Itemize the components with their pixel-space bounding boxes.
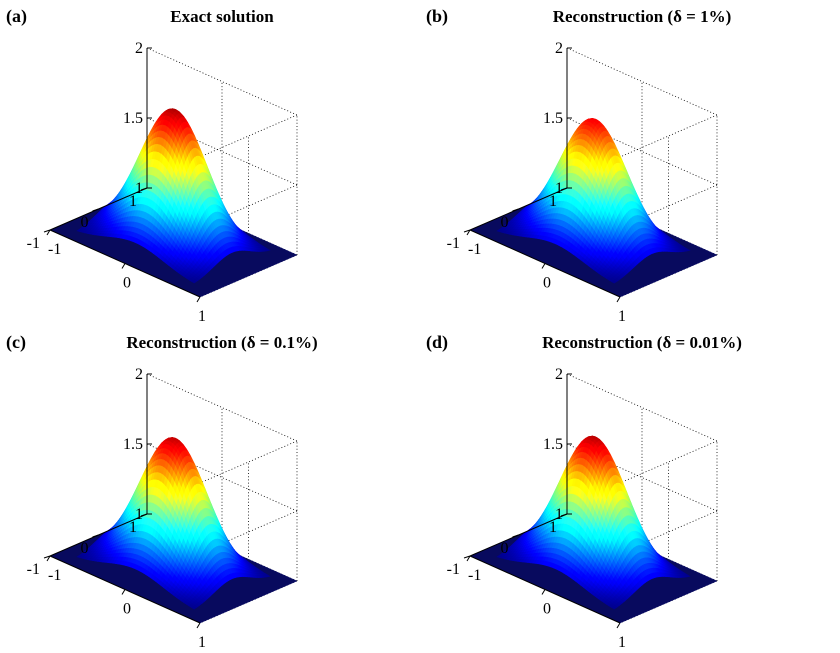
x-tick-label: 0 bbox=[543, 601, 551, 618]
y-tick bbox=[463, 229, 471, 233]
y-tick bbox=[43, 229, 51, 233]
x-tick bbox=[466, 555, 471, 562]
box-edge bbox=[566, 47, 718, 116]
y-tick bbox=[560, 513, 568, 517]
y-tick bbox=[512, 534, 519, 538]
y-tick bbox=[512, 208, 519, 212]
y-tick bbox=[92, 208, 99, 212]
z-tick-label: 1.5 bbox=[123, 436, 143, 453]
box-edge bbox=[566, 373, 718, 442]
x-tick bbox=[121, 589, 126, 595]
y-tick bbox=[92, 534, 99, 538]
z-tick-label: 1 bbox=[135, 180, 143, 197]
y-tick bbox=[43, 555, 51, 559]
x-tick bbox=[46, 229, 51, 236]
surface-panel: -1 0 1 -1 0 1 1 1.5 2 (d) Reconstruction (δ = 0.01… bbox=[420, 326, 840, 652]
y-tick bbox=[560, 187, 568, 191]
y-tick-label: -1 bbox=[27, 561, 40, 578]
z-tick-label: 1 bbox=[555, 506, 563, 523]
y-tick-label: 0 bbox=[501, 214, 509, 231]
panel-label: (a) bbox=[6, 6, 27, 27]
chart-title: Reconstruction (δ = 0.1%) bbox=[126, 333, 317, 352]
x-tick-label: 0 bbox=[123, 275, 131, 292]
y-tick-label: 1 bbox=[129, 193, 137, 210]
x-tick bbox=[541, 263, 546, 269]
z-tick-label: 1.5 bbox=[543, 436, 563, 453]
surface-panel: -1 0 1 -1 0 1 1 1.5 2 (a) Exact solution bbox=[0, 0, 420, 326]
surface bbox=[496, 435, 691, 610]
x-tick-label: 0 bbox=[123, 601, 131, 618]
x-tick-label: 0 bbox=[543, 275, 551, 292]
chart-title: Reconstruction (δ = 0.01%) bbox=[542, 333, 742, 352]
x-tick-label: 1 bbox=[618, 634, 626, 651]
x-tick-label: 1 bbox=[198, 634, 206, 651]
z-tick-label: 2 bbox=[135, 366, 143, 383]
chart-title: Reconstruction (δ = 1%) bbox=[553, 7, 732, 26]
z-tick-label: 1.5 bbox=[123, 110, 143, 127]
x-tick bbox=[196, 622, 201, 629]
x-tick-label: -1 bbox=[48, 241, 61, 258]
x-tick bbox=[46, 555, 51, 562]
y-tick-label: 0 bbox=[81, 214, 89, 231]
chart-title: Exact solution bbox=[170, 7, 274, 26]
x-tick bbox=[466, 229, 471, 236]
y-tick-label: -1 bbox=[27, 235, 40, 252]
y-tick-label: 1 bbox=[549, 519, 557, 536]
x-tick bbox=[541, 589, 546, 595]
y-tick-label: -1 bbox=[447, 561, 460, 578]
z-tick-label: 1.5 bbox=[543, 110, 563, 127]
x-tick bbox=[616, 296, 621, 303]
box-edge bbox=[146, 373, 298, 442]
surface-panel: -1 0 1 -1 0 1 1 1.5 2 (b) Reconstruction (δ = 1%) bbox=[420, 0, 840, 326]
x-tick-label: -1 bbox=[468, 241, 481, 258]
y-tick bbox=[463, 555, 471, 559]
x-tick bbox=[196, 296, 201, 303]
panel-label: (c) bbox=[6, 332, 26, 353]
z-tick-label: 2 bbox=[555, 366, 563, 383]
z-tick-label: 2 bbox=[135, 40, 143, 57]
surface bbox=[496, 118, 691, 284]
y-tick-label: 1 bbox=[549, 193, 557, 210]
y-tick-label: 0 bbox=[81, 540, 89, 557]
surface bbox=[76, 437, 271, 610]
y-tick-label: 1 bbox=[129, 519, 137, 536]
y-tick bbox=[140, 513, 148, 517]
x-tick-label: -1 bbox=[48, 567, 61, 584]
z-tick-label: 1 bbox=[135, 506, 143, 523]
x-tick bbox=[121, 263, 126, 269]
surface-panel: -1 0 1 -1 0 1 1 1.5 2 (c) Reconstruction (δ = 0.1%… bbox=[0, 326, 420, 652]
y-tick bbox=[140, 187, 148, 191]
z-tick-label: 2 bbox=[555, 40, 563, 57]
box-edge bbox=[146, 47, 298, 116]
z-tick-label: 1 bbox=[555, 180, 563, 197]
surface bbox=[76, 108, 271, 284]
x-tick-label: 1 bbox=[198, 308, 206, 325]
x-tick-label: -1 bbox=[468, 567, 481, 584]
x-tick bbox=[616, 622, 621, 629]
y-tick-label: 0 bbox=[501, 540, 509, 557]
y-tick-label: -1 bbox=[447, 235, 460, 252]
panel-label: (d) bbox=[426, 332, 448, 353]
panel-label: (b) bbox=[426, 6, 448, 27]
x-tick-label: 1 bbox=[618, 308, 626, 325]
